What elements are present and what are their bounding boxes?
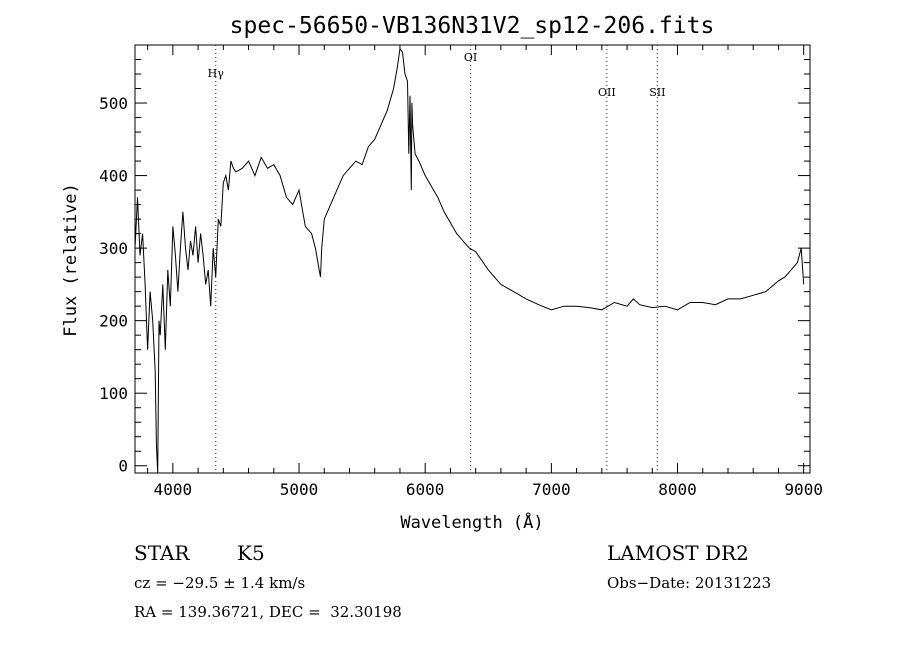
- coordinates: RA = 139.36721, DEC = 32.30198: [134, 603, 402, 621]
- object-type: STAR: [134, 541, 190, 565]
- annotation-label: OII: [598, 86, 616, 99]
- y-tick-label: 200: [99, 312, 128, 331]
- x-tick-label: 9000: [784, 480, 823, 499]
- x-tick-label: 8000: [658, 480, 697, 499]
- chart-title: spec-56650-VB136N31V2_sp12-206.fits: [230, 13, 715, 39]
- y-tick-label: 100: [99, 384, 128, 403]
- plot-frame: [134, 44, 811, 474]
- y-axis-label: Flux (relative): [61, 183, 81, 337]
- y-tick-label: 400: [99, 167, 128, 186]
- annotation-label: Hγ: [208, 67, 225, 80]
- line-annotations: Hγ OI OII SII: [208, 45, 665, 473]
- observation-date: Obs−Date: 20131223: [607, 574, 772, 592]
- x-tick-label: 7000: [532, 480, 571, 499]
- x-tick-label: 6000: [406, 480, 445, 499]
- y-axis-ticks: 0 100 200 300 400 500: [99, 59, 810, 476]
- x-tick-label: 4000: [154, 480, 193, 499]
- annotation-label: OI: [464, 51, 477, 64]
- redshift-cz: cz = −29.5 ± 1.4 km/s: [134, 574, 306, 592]
- y-tick-label: 300: [99, 239, 128, 258]
- y-tick-label: 500: [99, 94, 128, 113]
- x-axis-ticks: 4000 5000 6000 7000 8000 9000: [147, 45, 823, 499]
- survey-name: LAMOST DR2: [607, 541, 749, 565]
- x-axis-label: Wavelength (Å): [400, 511, 543, 533]
- annotation-label: SII: [649, 86, 665, 99]
- x-tick-label: 5000: [280, 480, 319, 499]
- spectral-subclass: K5: [237, 541, 265, 565]
- y-tick-label: 0: [118, 457, 128, 476]
- spectrum-line: [134, 47, 805, 474]
